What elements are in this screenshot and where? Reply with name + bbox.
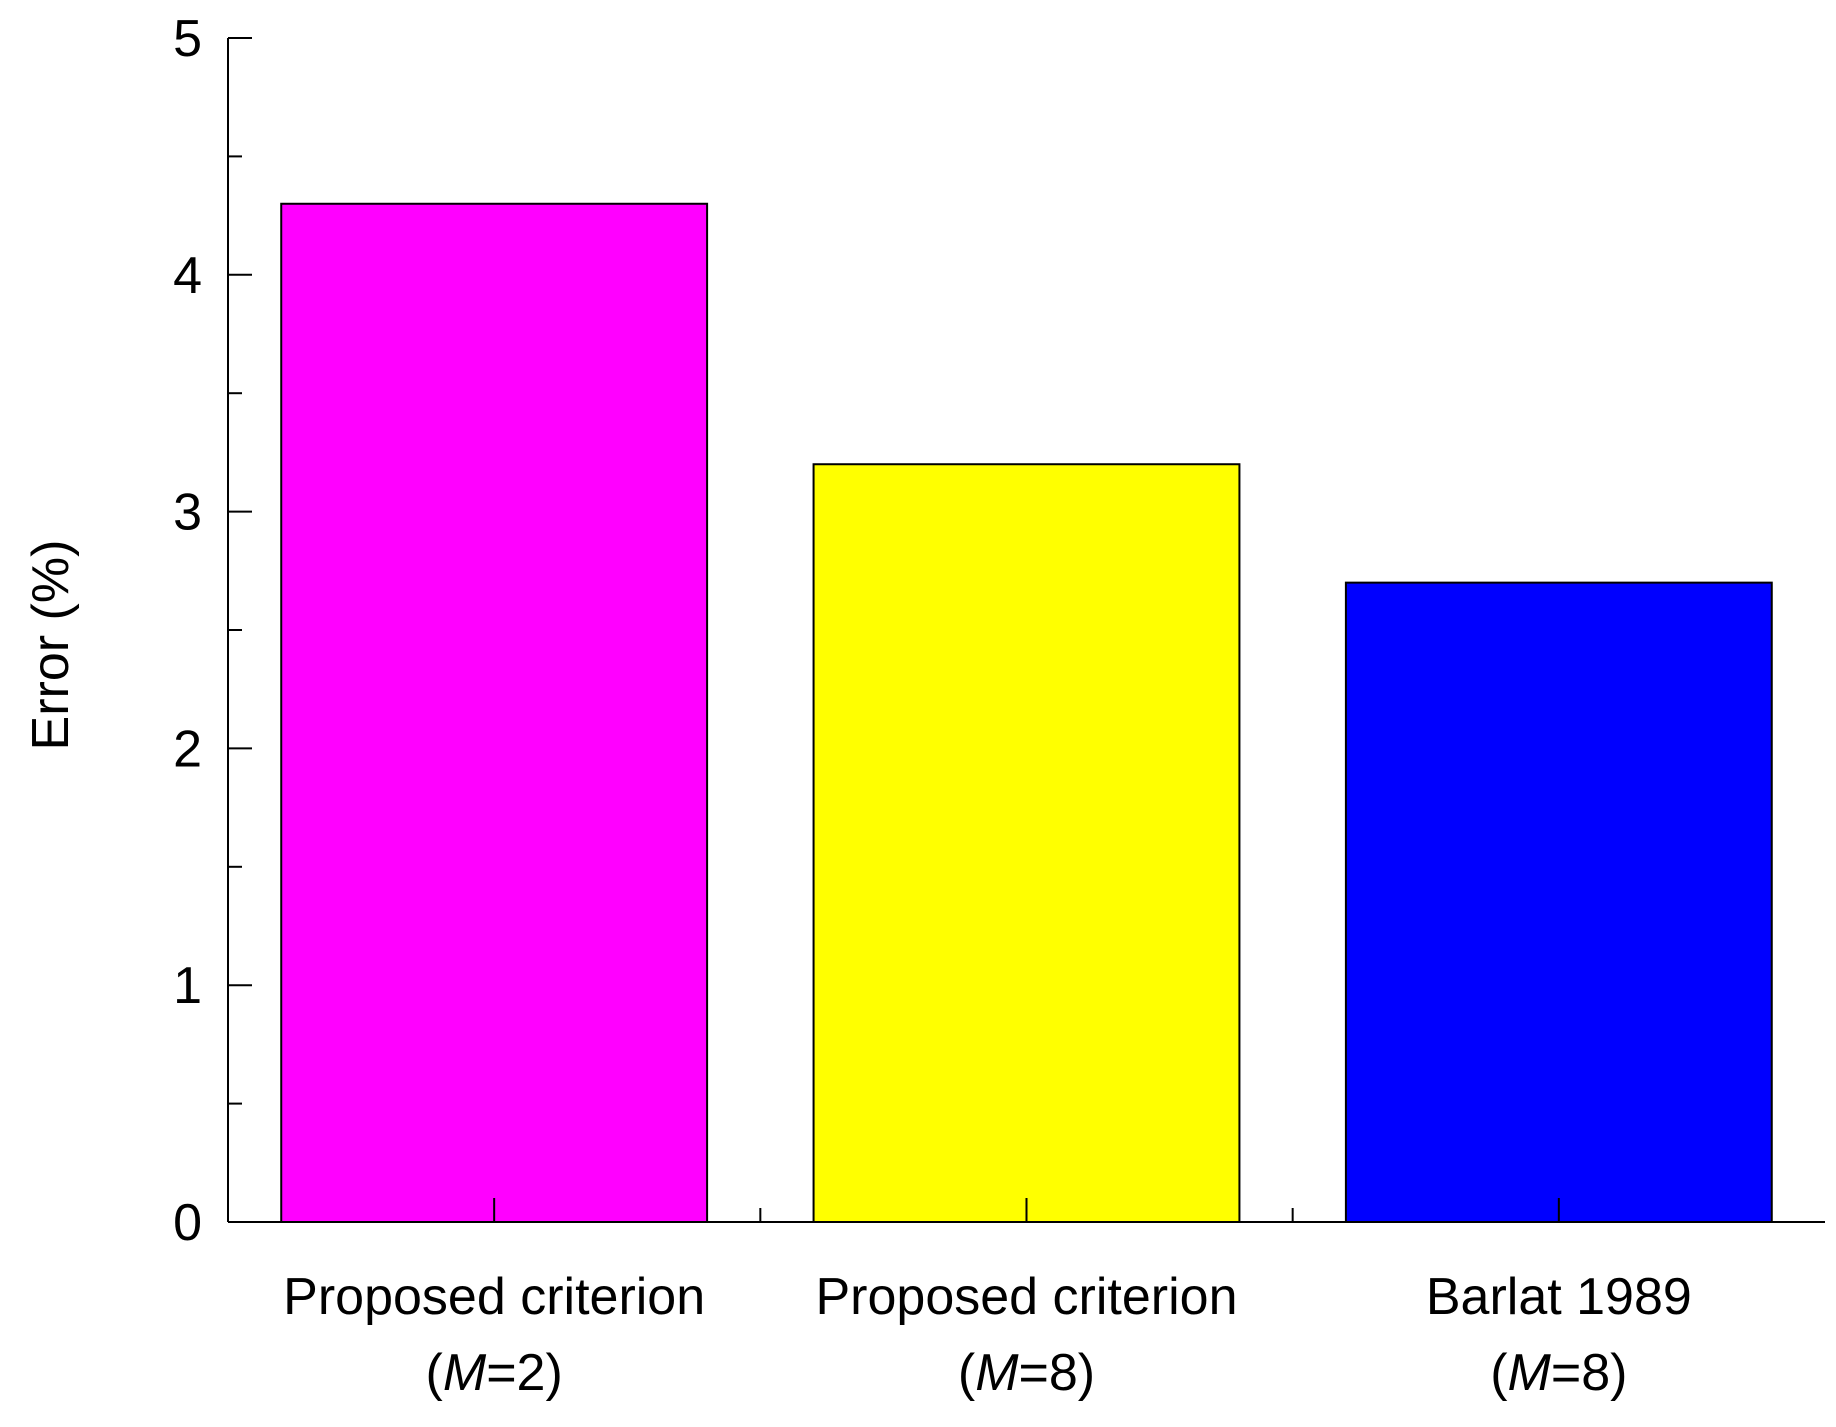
y-tick-label: 1 bbox=[173, 957, 202, 1015]
x-category-label: Barlat 1989 bbox=[1426, 1268, 1692, 1326]
bar-1 bbox=[280, 202, 709, 1223]
x-category-label: Proposed criterion bbox=[283, 1268, 705, 1326]
y-tick-label: 4 bbox=[173, 247, 202, 305]
variable-m: M bbox=[975, 1344, 1019, 1402]
value-text: =8) bbox=[1551, 1344, 1628, 1402]
variable-m: M bbox=[1508, 1344, 1552, 1402]
value-text: =8) bbox=[1019, 1344, 1096, 1402]
x-category-sublabel: (M=2) bbox=[426, 1344, 563, 1402]
y-axis-title: Error (%) bbox=[22, 540, 80, 751]
variable-m: M bbox=[443, 1344, 487, 1402]
bar-3 bbox=[1344, 581, 1773, 1223]
y-tick-label: 0 bbox=[173, 1194, 202, 1252]
bars-group bbox=[280, 202, 1773, 1223]
x-category-label: Proposed criterion bbox=[816, 1268, 1238, 1326]
paren-open: ( bbox=[1490, 1344, 1508, 1402]
value-text: =2) bbox=[486, 1344, 563, 1402]
x-category-sublabel: (M=8) bbox=[958, 1344, 1095, 1402]
y-tick-label: 3 bbox=[173, 484, 202, 542]
bar-2 bbox=[812, 463, 1241, 1223]
axes-group bbox=[227, 37, 1825, 1223]
y-tick-label: 5 bbox=[173, 10, 202, 68]
paren-open: ( bbox=[958, 1344, 976, 1402]
x-category-sublabel: (M=8) bbox=[1490, 1344, 1627, 1402]
paren-open: ( bbox=[426, 1344, 444, 1402]
y-tick-label: 2 bbox=[173, 720, 202, 778]
